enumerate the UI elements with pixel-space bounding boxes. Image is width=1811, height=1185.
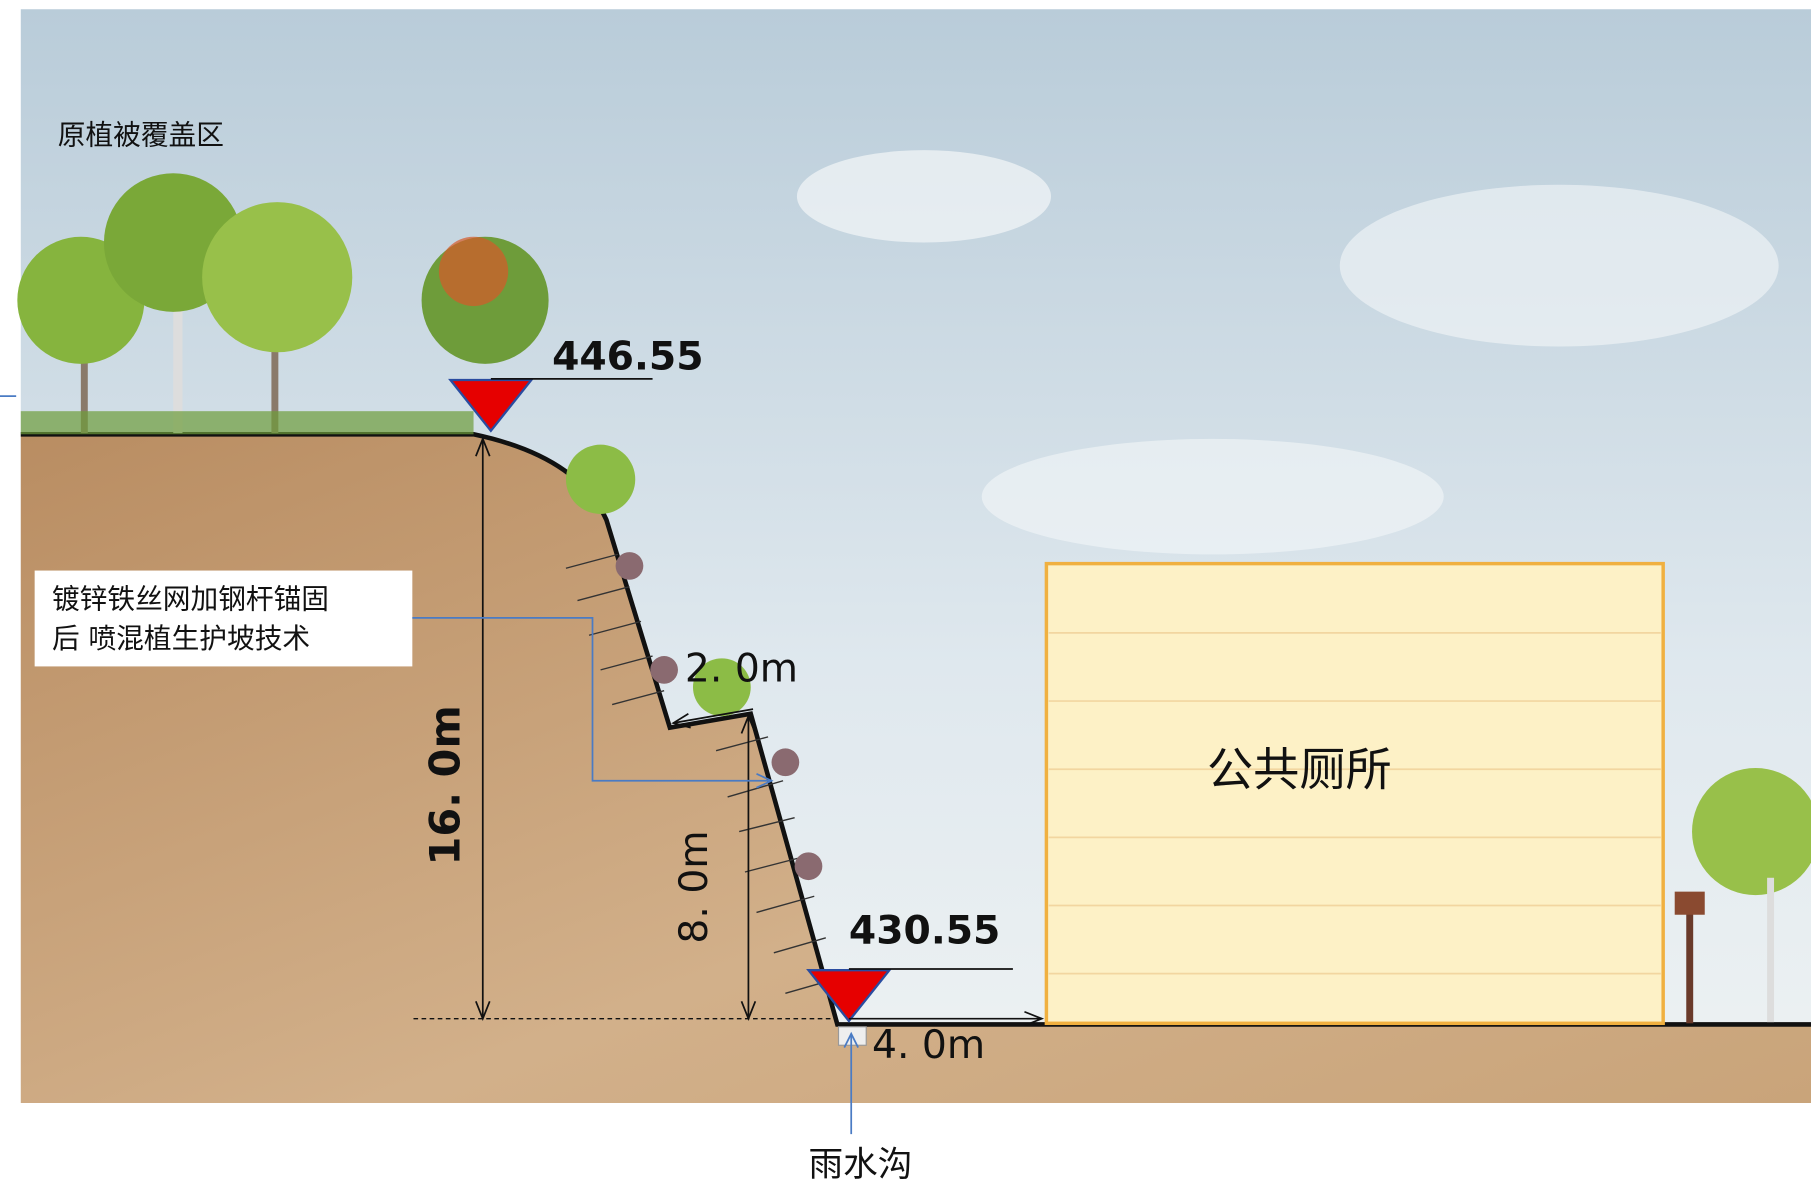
cloud [1339, 184, 1779, 347]
dimension-lines [475, 436, 1045, 1027]
elevation-top: 446.55 [552, 335, 703, 380]
cloud [796, 150, 1052, 243]
leader-arrow [756, 773, 774, 789]
dimension-lower-height: 8. 0m [672, 830, 717, 943]
building-label: 公共厕所 [1207, 742, 1392, 796]
annotation-line: 镀锌铁丝网加钢杆锚固 [52, 583, 329, 616]
drain-label: 雨水沟 [809, 1145, 913, 1185]
elevation-bottom: 430.55 [849, 909, 1000, 954]
ground [20, 434, 1811, 1103]
elevation-marker [448, 378, 534, 433]
annotation-box [34, 570, 413, 667]
building-courses [1048, 632, 1661, 975]
elevation-marker [806, 969, 892, 1023]
dimension-total-height: 16. 0m [421, 705, 470, 865]
dimension-drain-offset: 4. 0m [872, 1023, 985, 1068]
drain-arrow [843, 1031, 859, 1048]
trees [17, 173, 1811, 1024]
cloud [981, 438, 1444, 555]
dimension-berm-width: 2. 0m [685, 646, 798, 691]
leader-line [412, 617, 772, 782]
annotation-line: 后 喷混植生护坡技术 [52, 622, 310, 655]
building [1044, 561, 1665, 1026]
vegetation-zone-label: 原植被覆盖区 [58, 118, 224, 151]
